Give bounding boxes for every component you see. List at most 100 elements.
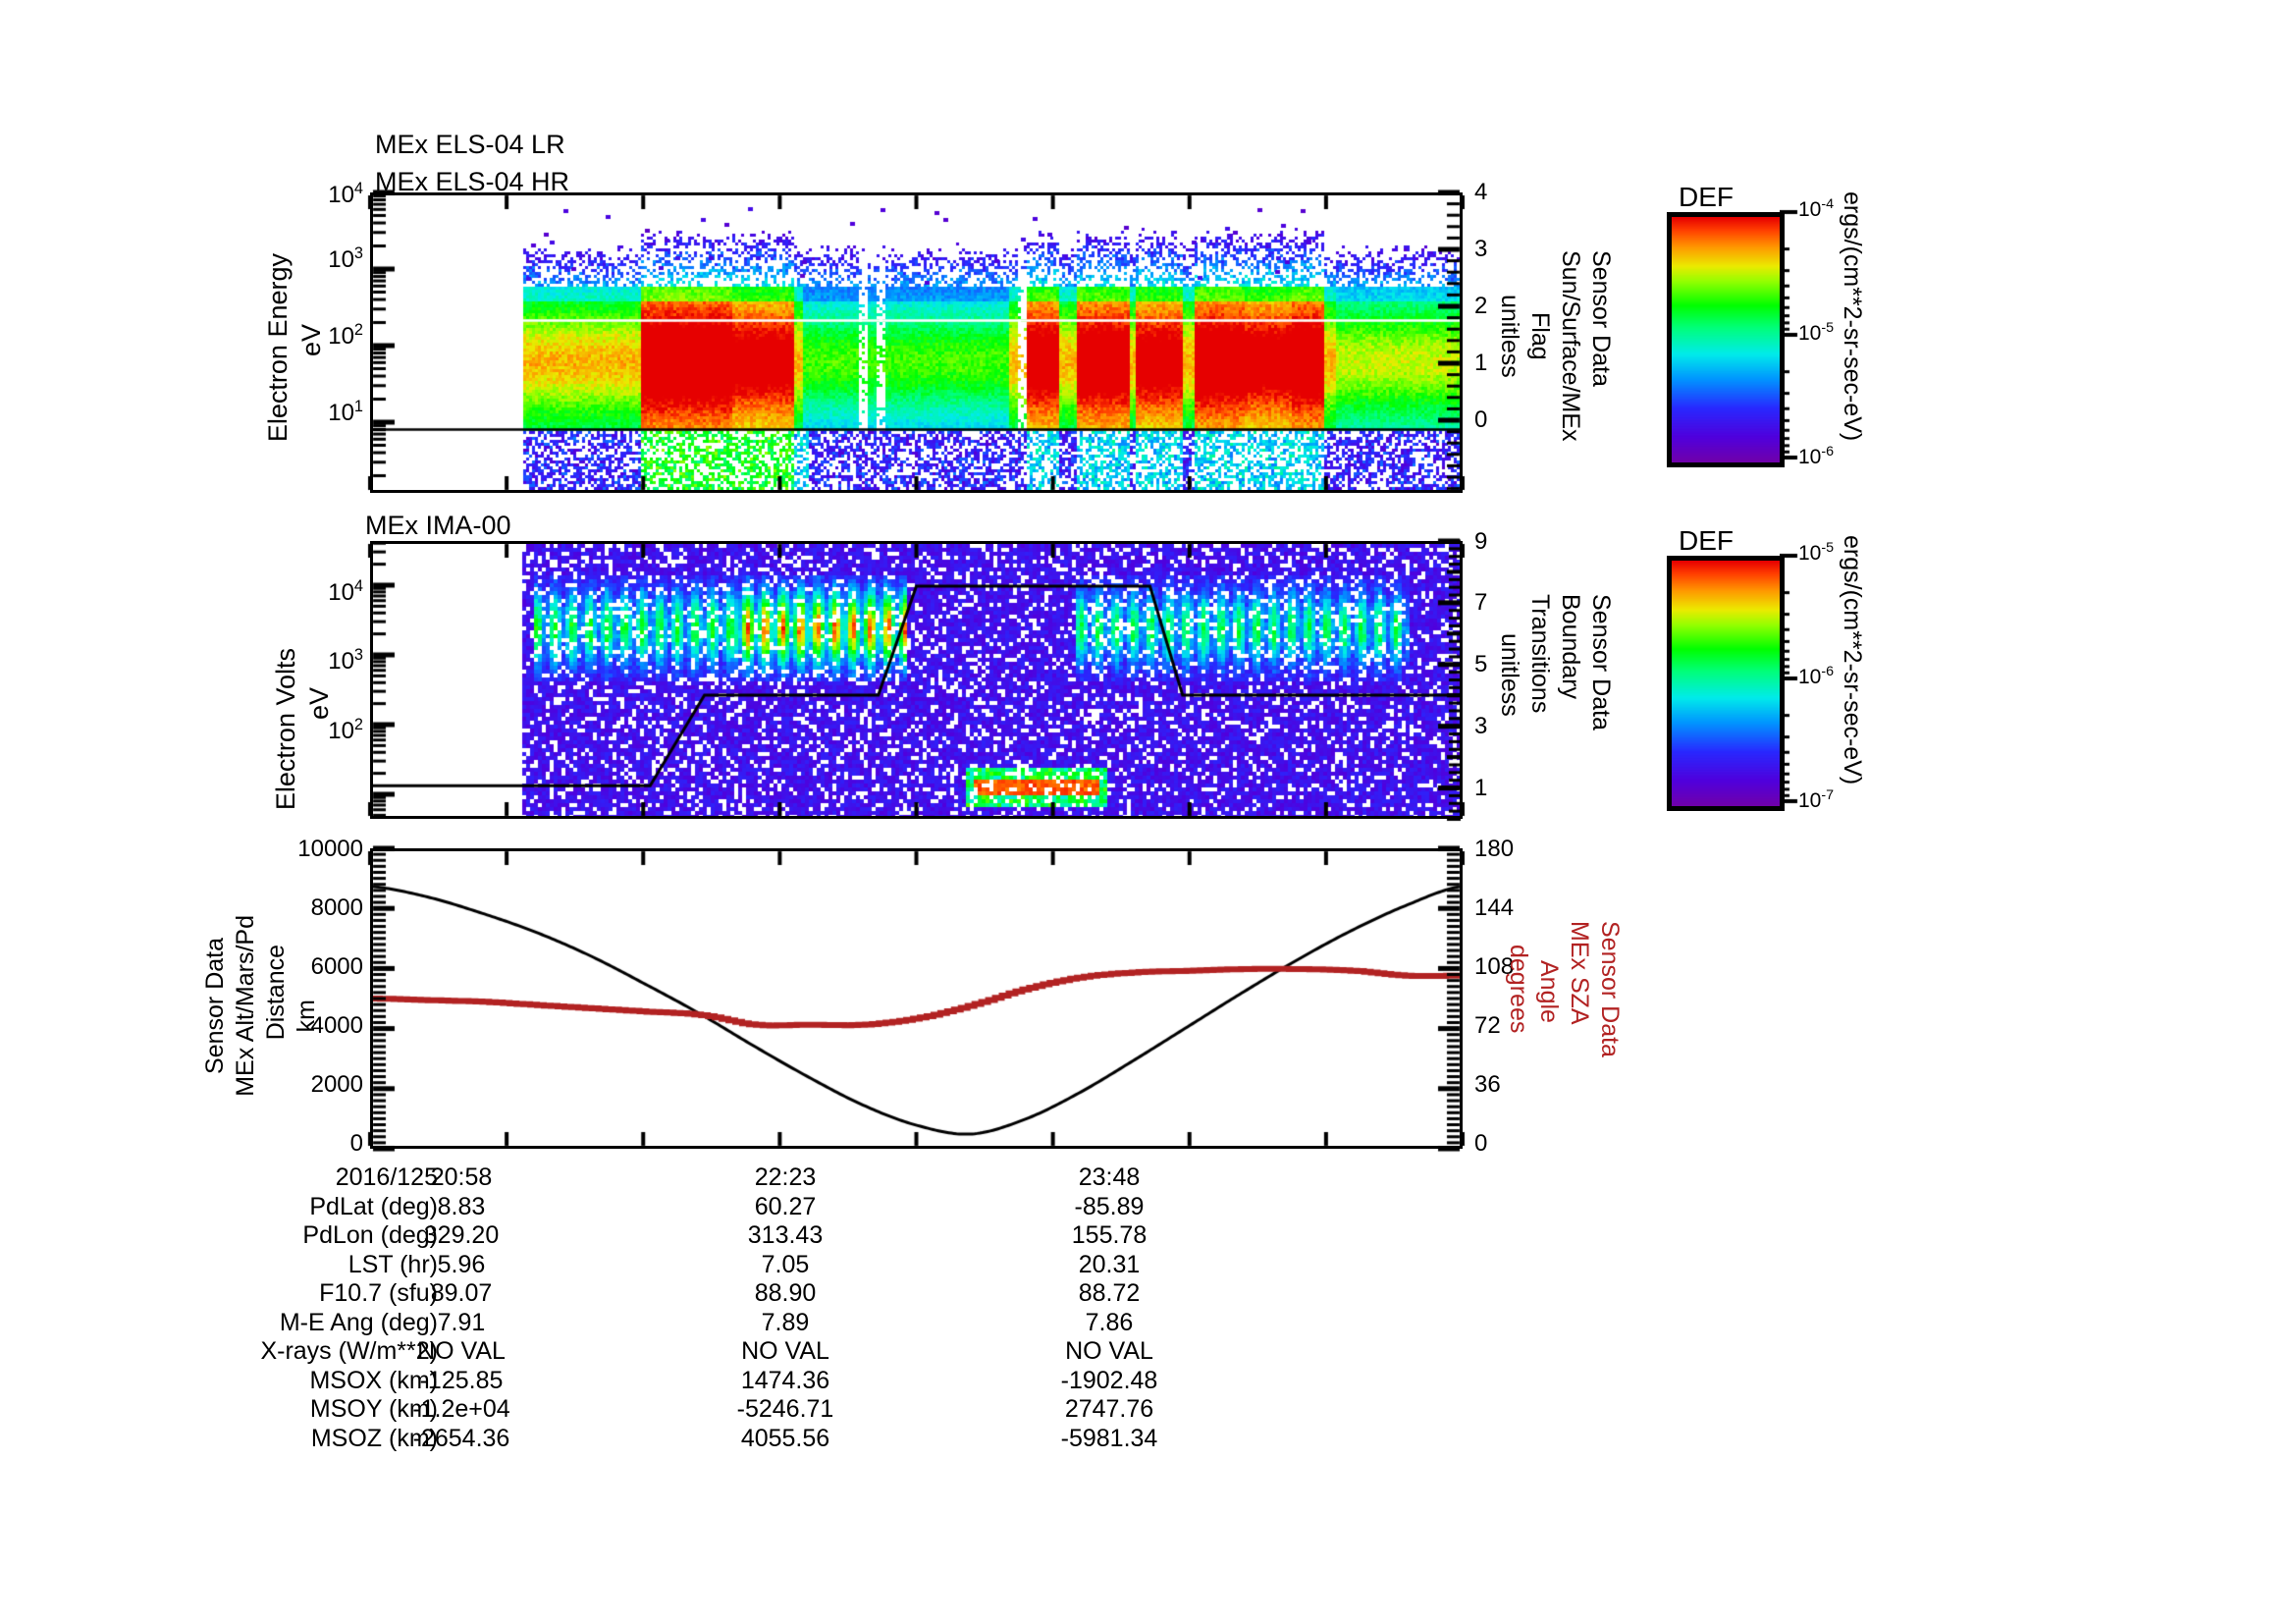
panel3-ylabel-line1: Sensor Data [201,938,229,1074]
table-cell-value: 313.43 [747,1221,824,1249]
table-cell-value: 7.86 [1085,1308,1134,1336]
panel2-ylabel: Electron Volts [271,648,301,810]
table-cell-value: 2747.76 [1064,1395,1154,1423]
table-row-label: LST (hr) [347,1250,438,1278]
table-cell-value: -85.89 [1074,1192,1145,1220]
table-cell-value: -1.2e+04 [412,1395,510,1423]
panel1-right-tick-1: 1 [1474,350,1488,376]
panel3-ytick-4000: 4000 [310,1012,363,1039]
cb2-bot-mant: 10 [1798,789,1822,812]
panel3-line-plot [373,851,1460,1146]
table-cell-value: 4055.56 [740,1424,830,1452]
cb1-top-mant: 10 [1798,198,1822,221]
panel3-right-label-line3: Angle [1535,960,1563,1023]
table-cell-value: -5246.71 [736,1395,834,1423]
table-cell-value: 8.83 [437,1192,486,1220]
panel3-right-tick-0: 0 [1474,1130,1488,1157]
cb2-top-exp: -5 [1821,540,1835,556]
panel3-ytick-8000: 8000 [310,894,363,921]
panel2-colorbar-ticks [1780,550,1809,807]
panel3-ytick-2000: 2000 [310,1071,363,1098]
panel1-ytick-1e2: 102 [316,321,363,351]
panel3-ytick-6000: 6000 [310,953,363,980]
panel2-right-label-line2: Boundary [1557,594,1584,700]
panel1-colorbar-unit: ergs/(cm**2-sr-sec-eV) [1839,191,1866,442]
panel2-ytick-mant-2: 10 [328,718,354,744]
panel1-right-label-line2: Sun/Surface/MEx [1557,250,1584,442]
panel2-ytick-1e2: 102 [316,716,363,745]
panel1-ytick-1e3: 103 [316,244,363,274]
panel1-ytick-mant-1: 10 [328,246,354,273]
panel3-ytick-0: 0 [349,1130,363,1157]
panel2-ytick-exp-0: 4 [353,577,363,595]
table-cell-value: 60.27 [754,1192,817,1220]
table-cell-value: 20.31 [1078,1250,1141,1278]
table-cell-value: 88.90 [754,1279,817,1307]
table-row-label: M-E Ang (deg) [279,1308,438,1336]
table-row-label: MSOZ (km) [310,1424,438,1452]
panel2-right-label-line1: Sensor Data [1587,594,1615,730]
panel2-right-tick-9: 9 [1474,528,1488,555]
panel3-ylabel-line2: MEx Alt/Mars/Pd [232,915,259,1097]
cb2-bot-exp: -7 [1821,787,1835,803]
table-cell-value: 88.72 [1078,1279,1141,1307]
panel1-ytick-exp-1: 3 [353,244,363,262]
table-row-label: X-rays (W/m**2) [260,1337,438,1365]
table-cell-value: NO VAL [741,1337,829,1365]
panel2-colorbar-box [1667,556,1785,811]
table-cell-value: 20:58 [430,1163,493,1191]
cb1-top-exp: -4 [1821,196,1835,212]
table-cell-value: 155.78 [1071,1221,1148,1249]
panel2-ytick-mant-1: 10 [328,648,354,675]
table-row-label: 2016/125 [335,1163,438,1191]
table-row-label: MSOY (km) [309,1395,438,1423]
panel2-right-tick-7: 7 [1474,589,1488,616]
panel1-ytick-mant-0: 10 [328,182,354,208]
panel1-colorbar-box [1667,212,1785,467]
panel2-right-tick-3: 3 [1474,713,1488,739]
cb1-bot-mant: 10 [1798,446,1822,468]
panel1-ytick-mant-3: 10 [328,400,354,426]
table-cell-value: -2654.36 [412,1424,510,1452]
table-cell-value: 329.20 [423,1221,500,1249]
table-cell-value: -1902.48 [1060,1366,1158,1394]
table-cell-value: -125.85 [419,1366,504,1394]
table-row-label: PdLon (deg) [302,1221,438,1249]
panel2-spectrogram [373,544,1460,816]
panel2-ytick-mant-0: 10 [328,579,354,606]
panel2-ytick-exp-2: 2 [353,716,363,733]
table-cell-value: 1474.36 [740,1366,830,1394]
panel2-right-tick-5: 5 [1474,651,1488,677]
table-cell-value: 7.91 [437,1308,486,1336]
panel1-right-tick-2: 2 [1474,293,1488,319]
panel2-right-label-line3: Transitions [1526,594,1554,714]
panel2-colorbar-mid-label: 10-6 [1798,664,1834,689]
cb1-mid-mant: 10 [1798,322,1822,345]
panel3-right-label-line1: Sensor Data [1596,921,1624,1057]
panel3-right-label-line4: degrees [1505,945,1532,1034]
panel2-right-label-line4: unitless [1496,633,1523,717]
table-row-label: PdLat (deg) [309,1192,438,1220]
panel1-ytick-mant-2: 10 [328,323,354,350]
cb2-mid-mant: 10 [1798,666,1822,688]
table-cell-value: 23:48 [1078,1163,1141,1191]
panel1-title-lr: MEx ELS-04 LR [375,130,565,159]
panel1-ytick-1e1: 101 [316,398,363,427]
panel2-title: MEx IMA-00 [365,511,511,540]
table-cell-value: 5.96 [437,1250,486,1278]
panel3-right-tick-108: 108 [1474,953,1515,980]
table-cell-value: NO VAL [417,1337,506,1365]
panel2-colorbar-unit: ergs/(cm**2-sr-sec-eV) [1839,535,1866,785]
panel2-colorbar-top-label: 10-5 [1798,540,1834,566]
cb1-mid-exp: -5 [1821,320,1835,336]
table-cell-value: 89.07 [430,1279,493,1307]
panel1-right-label-line4: unitless [1496,295,1523,378]
panel1-right-tick-0: 0 [1474,406,1488,433]
panel2-colorbar-title: DEF [1679,525,1734,556]
panel1-colorbar-top-label: 10-4 [1798,196,1834,222]
cb2-top-mant: 10 [1798,542,1822,565]
panel1-ytick-1e4: 104 [316,180,363,209]
panel3-ytick-10000: 10000 [297,836,363,862]
panel3-right-tick-144: 144 [1474,894,1515,921]
panel3-right-tick-72: 72 [1474,1012,1501,1039]
